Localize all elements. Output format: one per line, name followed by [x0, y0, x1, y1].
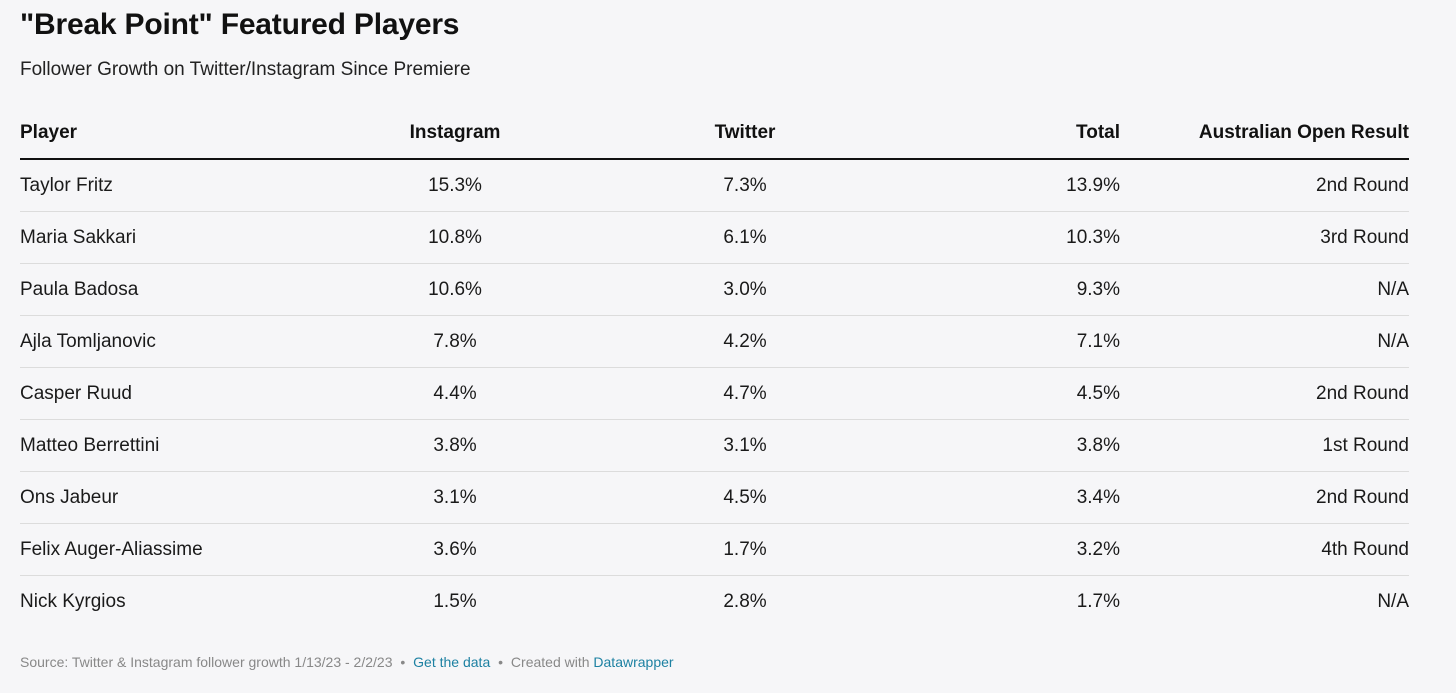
cell-instagram: 15.3%: [310, 159, 600, 212]
cell-australian-open-result: 1st Round: [1120, 419, 1409, 472]
cell-player: Maria Sakkari: [20, 211, 310, 264]
table-row: Ons Jabeur 3.1% 4.5% 3.4% 2nd Round: [20, 471, 1409, 524]
chart-subtitle: Follower Growth on Twitter/Instagram Sin…: [20, 59, 471, 80]
cell-australian-open-result: 2nd Round: [1120, 471, 1409, 524]
column-header-total[interactable]: Total: [890, 108, 1120, 160]
chart-title: "Break Point" Featured Players: [20, 8, 460, 41]
cell-player: Felix Auger-Aliassime: [20, 523, 310, 576]
source-text: Source: Twitter & Instagram follower gro…: [20, 654, 393, 670]
cell-twitter: 3.0%: [600, 263, 890, 316]
cell-instagram: 3.6%: [310, 523, 600, 576]
cell-australian-open-result: 2nd Round: [1120, 367, 1409, 420]
cell-total: 10.3%: [890, 211, 1120, 264]
cell-total: 3.8%: [890, 419, 1120, 472]
get-the-data-link[interactable]: Get the data: [413, 654, 491, 670]
table-row: Matteo Berrettini 3.8% 3.1% 3.8% 1st Round: [20, 419, 1409, 472]
cell-instagram: 3.8%: [310, 419, 600, 472]
cell-total: 7.1%: [890, 315, 1120, 368]
column-header-twitter[interactable]: Twitter: [600, 108, 890, 160]
cell-total: 9.3%: [890, 263, 1120, 316]
cell-player: Casper Ruud: [20, 367, 310, 420]
table-row: Casper Ruud 4.4% 4.7% 4.5% 2nd Round: [20, 367, 1409, 420]
cell-total: 1.7%: [1076, 590, 1120, 612]
cell-australian-open-result: 4th Round: [1120, 523, 1409, 576]
cell-player: Matteo Berrettini: [20, 419, 310, 472]
column-header-player[interactable]: Player: [20, 108, 310, 160]
cell-player: Ons Jabeur: [20, 471, 310, 524]
cell-total: 4.5%: [890, 367, 1120, 420]
cell-twitter: 4.7%: [600, 367, 890, 420]
cell-instagram: 7.8%: [310, 315, 600, 368]
cell-total: 3.4%: [890, 471, 1120, 524]
table-row: Nick Kyrgios 1.5% 2.8% 1.7% N/A: [20, 576, 1409, 628]
cell-player: Ajla Tomljanovic: [20, 315, 310, 368]
cell-twitter: 7.3%: [600, 159, 890, 212]
cell-player: Nick Kyrgios: [20, 590, 126, 612]
cell-instagram: 10.8%: [310, 211, 600, 264]
footer-separator: •: [498, 654, 504, 670]
cell-twitter: 4.5%: [600, 471, 890, 524]
cell-twitter: 2.8%: [723, 590, 767, 612]
cell-instagram: 1.5%: [433, 590, 477, 612]
cell-total: 13.9%: [890, 159, 1120, 212]
created-with-text: Created with: [510, 654, 590, 670]
cell-australian-open-result: N/A: [1377, 590, 1409, 612]
chart-footer: Source: Twitter & Instagram follower gro…: [20, 654, 674, 670]
cell-twitter: 3.1%: [600, 419, 890, 472]
table-row: Paula Badosa 10.6% 3.0% 9.3% N/A: [20, 263, 1409, 316]
cell-twitter: 1.7%: [600, 523, 890, 576]
cell-australian-open-result: 2nd Round: [1120, 159, 1409, 212]
cell-player: Taylor Fritz: [20, 159, 310, 212]
table-body: Taylor Fritz 15.3% 7.3% 13.9% 2nd Round Maria…: [20, 159, 1409, 627]
data-table: Player Instagram Twitter Total Australia…: [20, 108, 1409, 627]
table-row: Felix Auger-Aliassime 3.6% 1.7% 3.2% 4th Rou…: [20, 523, 1409, 576]
cell-australian-open-result: N/A: [1120, 315, 1409, 368]
cell-australian-open-result: 3rd Round: [1120, 211, 1409, 264]
footer-separator: •: [400, 654, 406, 670]
cell-instagram: 3.1%: [310, 471, 600, 524]
cell-instagram: 4.4%: [310, 367, 600, 420]
table-row: Ajla Tomljanovic 7.8% 4.2% 7.1% N/A: [20, 315, 1409, 368]
table-row: Maria Sakkari 10.8% 6.1% 10.3% 3rd Round: [20, 211, 1409, 264]
cell-australian-open-result: N/A: [1120, 263, 1409, 316]
datawrapper-link[interactable]: Datawrapper: [593, 654, 674, 670]
column-header-instagram[interactable]: Instagram: [310, 108, 600, 160]
cell-total: 3.2%: [890, 523, 1120, 576]
table-header-row: Player Instagram Twitter Total Australia…: [20, 108, 1409, 160]
cell-player: Paula Badosa: [20, 263, 310, 316]
cell-twitter: 6.1%: [600, 211, 890, 264]
column-header-australian-open-result[interactable]: Australian Open Result: [1120, 108, 1409, 160]
cell-instagram: 10.6%: [310, 263, 600, 316]
table-row: Taylor Fritz 15.3% 7.3% 13.9% 2nd Round: [20, 159, 1409, 212]
cell-twitter: 4.2%: [600, 315, 890, 368]
